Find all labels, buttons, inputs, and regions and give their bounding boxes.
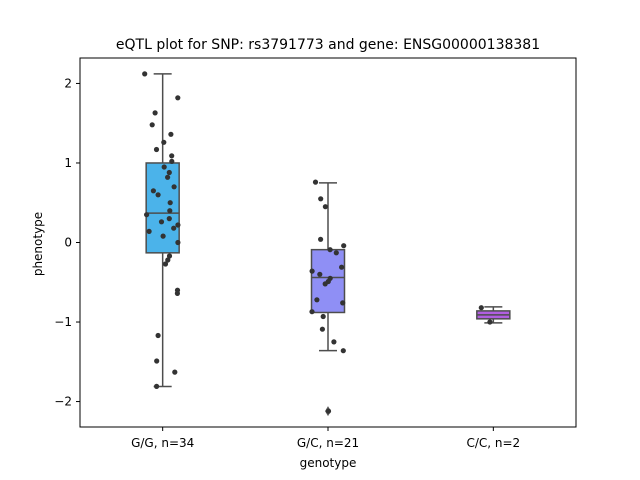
y-axis-label: phenotype [31,212,45,276]
data-point [144,212,150,218]
plot-content: −2 −1 0 1 2 G/G, n=34 G/C, n=21 C/C, n=2 [54,71,520,450]
data-point [158,219,165,225]
data-point [340,348,346,354]
data-point [153,146,160,153]
x-tick-label: C/C, n=2 [466,436,520,450]
data-point [149,122,155,128]
data-point [166,216,172,222]
y-tick-label: −1 [54,315,72,329]
data-point [174,290,180,296]
data-point [314,297,320,303]
data-point [172,369,178,375]
data-point [161,164,167,170]
data-point [333,250,339,256]
data-point [487,319,493,325]
data-point [331,339,337,345]
data-point [317,271,323,277]
data-point [339,264,345,270]
data-point [175,95,181,101]
y-tick-label: 1 [64,156,72,170]
data-point [169,158,175,164]
data-point [155,192,161,198]
data-point [175,222,181,228]
data-point [318,236,324,242]
x-tick-label: G/C, n=21 [297,436,359,450]
iqr-box [145,162,180,254]
data-point [167,208,173,214]
data-point [309,268,315,274]
data-point [318,196,324,202]
data-point [309,309,315,315]
data-point [150,188,156,194]
data-point [341,243,347,249]
x-tick-label: G/G, n=34 [131,436,194,450]
data-point [142,71,148,77]
data-point [175,239,181,246]
data-point [325,408,332,414]
data-point [322,281,328,287]
data-point [167,200,173,206]
data-point [322,204,328,210]
data-point [327,247,333,253]
data-point [340,300,346,306]
chart-title: eQTL plot for SNP: rs3791773 and gene: E… [116,37,540,53]
data-point [169,153,175,159]
y-tick-label: 0 [64,236,72,250]
data-point [168,131,174,137]
data-point [319,326,325,332]
x-axis-label: genotype [300,456,357,470]
data-point [320,313,326,320]
data-point [160,233,166,239]
data-point [154,383,160,389]
data-point [478,305,484,311]
data-point [161,139,167,145]
data-point [166,169,172,176]
data-point [165,174,171,180]
data-point [162,261,169,267]
data-point [152,110,158,116]
plot-frame [79,57,577,428]
data-point [166,253,173,259]
y-tick-label: −2 [54,395,72,409]
data-point [312,179,319,185]
data-point [171,225,177,231]
data-point [146,228,152,234]
data-point [154,358,160,364]
data-point [155,332,161,339]
data-point [165,257,171,263]
y-tick-label: 2 [64,76,72,90]
data-point [171,184,177,190]
